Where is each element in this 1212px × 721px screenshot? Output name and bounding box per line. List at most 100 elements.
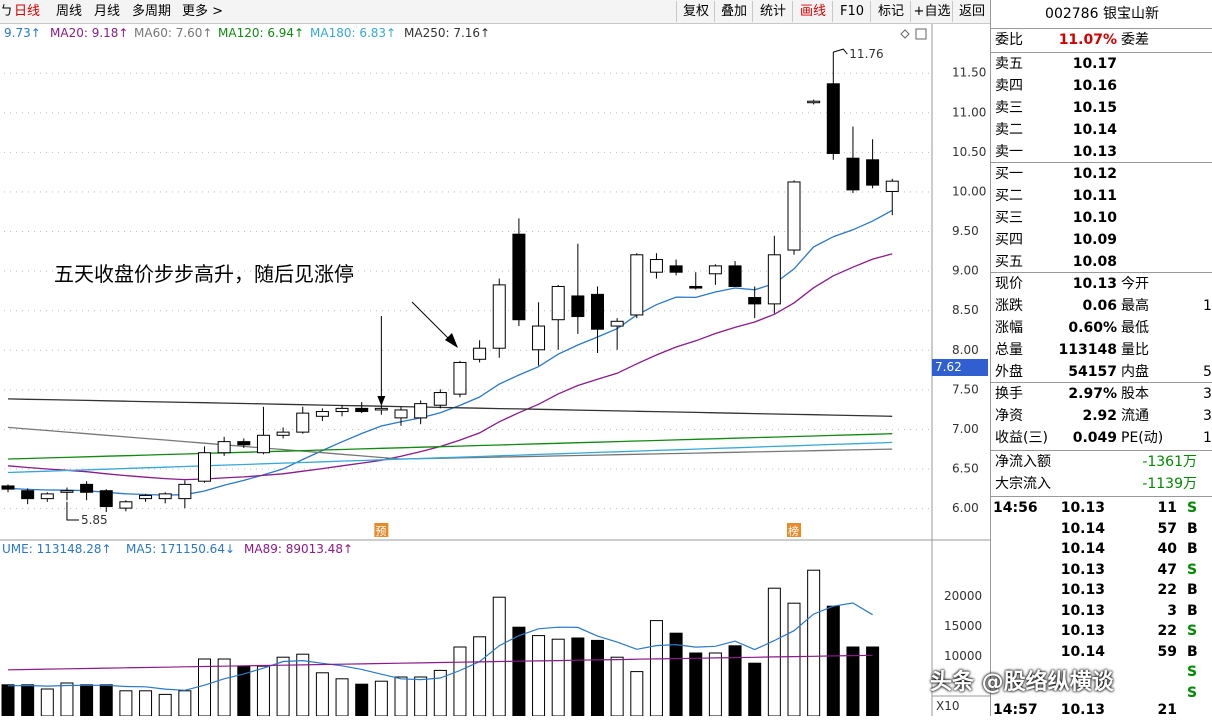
grid-dot	[820, 191, 821, 193]
tab-monthly[interactable]: 月线	[94, 4, 121, 19]
grid-dot	[388, 468, 389, 470]
grid-dot	[784, 270, 785, 272]
grid-dot	[436, 231, 437, 233]
grid-dot	[790, 428, 791, 430]
grid-dot	[562, 112, 563, 114]
grid-dot	[928, 270, 929, 272]
quote-label2: 今开	[1121, 276, 1149, 292]
grid-dot	[112, 270, 113, 272]
grid-dot	[22, 72, 23, 74]
ask-price: 10.15	[1072, 100, 1117, 116]
grid-dot	[106, 389, 107, 391]
grid-dot	[256, 468, 257, 470]
grid-dot	[538, 389, 539, 391]
grid-dot	[376, 72, 377, 74]
tab-more[interactable]: 更多 >	[182, 4, 224, 19]
grid-dot	[772, 191, 773, 193]
grid-dot	[16, 428, 17, 430]
grid-dot	[256, 151, 257, 153]
grid-dot	[802, 270, 803, 272]
grid-dot	[376, 508, 377, 510]
grid-dot	[172, 191, 173, 193]
grid-dot	[196, 151, 197, 153]
candle-body	[846, 157, 860, 191]
grid-dot	[748, 231, 749, 233]
grid-dot	[676, 468, 677, 470]
add-watchlist-button[interactable]: +自选	[910, 1, 953, 22]
grid-dot	[76, 191, 77, 193]
grid-dot	[304, 310, 305, 312]
grid-dot	[760, 270, 761, 272]
grid-dot	[706, 112, 707, 114]
grid-dot	[58, 389, 59, 391]
grid-dot	[634, 151, 635, 153]
tab-weekly[interactable]: 周线	[56, 4, 83, 19]
restore-rights-button[interactable]: 复权	[676, 1, 715, 22]
grid-dot	[706, 72, 707, 74]
candle-body	[453, 361, 467, 395]
grid-dot	[820, 72, 821, 74]
grid-dot	[754, 191, 755, 193]
grid-dot	[490, 349, 491, 351]
tick-row: 14:57 10.13 21	[991, 700, 1212, 721]
grid-dot	[502, 151, 503, 153]
back-button[interactable]: 返回	[952, 1, 991, 22]
draw-line-button[interactable]: 画线	[792, 1, 833, 22]
grid-dot	[172, 349, 173, 351]
statistics-button[interactable]: 统计	[752, 1, 793, 22]
grid-dot	[100, 310, 101, 312]
grid-dot	[568, 191, 569, 193]
grid-dot	[160, 112, 161, 114]
grid-dot	[844, 231, 845, 233]
grid-dot	[916, 468, 917, 470]
grid-dot	[796, 468, 797, 470]
tab-daily[interactable]: 日线	[14, 4, 41, 19]
grid-dot	[700, 72, 701, 74]
bid-price: 10.09	[1072, 232, 1117, 248]
volume-bar	[708, 652, 722, 716]
grid-dot	[58, 112, 59, 114]
grid-dot	[166, 349, 167, 351]
overlay-button[interactable]: 叠加	[714, 1, 753, 22]
grid-dot	[580, 191, 581, 193]
grid-dot	[268, 310, 269, 312]
grid-dot	[52, 270, 53, 272]
kline-chart[interactable]: 11.5011.0010.5010.009.509.008.508.007.50…	[0, 0, 990, 716]
grid-dot	[154, 428, 155, 430]
grid-dot	[4, 151, 5, 153]
grid-dot	[238, 72, 239, 74]
grid-dot	[682, 231, 683, 233]
grid-dot	[352, 310, 353, 312]
grid-dot	[268, 389, 269, 391]
grid-dot	[412, 508, 413, 510]
grid-dot	[400, 270, 401, 272]
grid-dot	[826, 151, 827, 153]
mark-button[interactable]: 标记	[870, 1, 911, 22]
candle-body	[60, 490, 74, 493]
quote-value: 113148	[1058, 342, 1117, 358]
grid-dot	[712, 428, 713, 430]
grid-dot	[796, 428, 797, 430]
grid-dot	[718, 191, 719, 193]
grid-dot	[10, 270, 11, 272]
ask-price: 10.14	[1072, 122, 1117, 138]
grid-dot	[304, 468, 305, 470]
grid-dot	[742, 191, 743, 193]
grid-dot	[874, 270, 875, 272]
grid-dot	[280, 349, 281, 351]
f10-button[interactable]: F10	[832, 1, 871, 22]
tab-multi-period[interactable]: 多周期	[132, 4, 172, 19]
grid-dot	[4, 310, 5, 312]
grid-dot	[442, 270, 443, 272]
grid-dot	[682, 468, 683, 470]
tick-volume: 11	[1157, 500, 1177, 516]
grid-dot	[610, 191, 611, 193]
grid-dot	[808, 468, 809, 470]
candle-body	[158, 493, 172, 500]
price-tick-label: 6.50	[952, 462, 979, 476]
grid-dot	[178, 508, 179, 510]
grid-dot	[448, 231, 449, 233]
grid-dot	[340, 428, 341, 430]
grid-dot	[220, 112, 221, 114]
grid-dot	[916, 72, 917, 74]
